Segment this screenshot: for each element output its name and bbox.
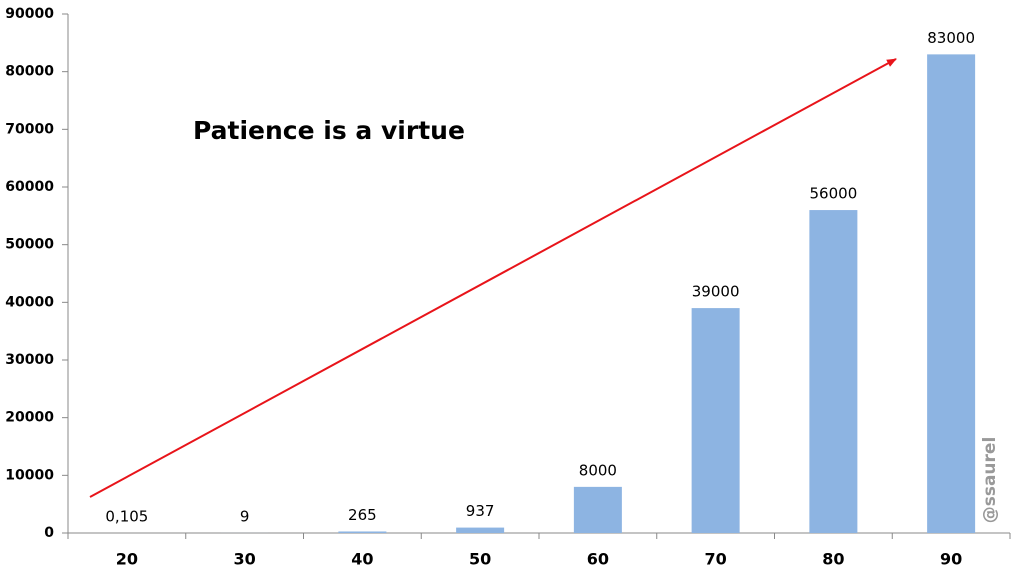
annotation: Patience is a virtue <box>193 116 465 145</box>
y-tick-label: 50000 <box>5 237 54 253</box>
watermark: @ssaurel <box>980 437 1000 524</box>
value-label: 56000 <box>810 185 858 203</box>
value-label: 265 <box>348 506 377 524</box>
x-tick-label: 70 <box>704 550 726 569</box>
x-tick-label: 20 <box>116 550 138 569</box>
y-tick-label: 80000 <box>5 64 54 80</box>
y-tick-label: 60000 <box>5 179 54 195</box>
x-tick-label: 50 <box>469 550 491 569</box>
bar <box>691 308 740 533</box>
bar <box>573 486 622 533</box>
x-tick-label: 30 <box>233 550 255 569</box>
y-tick-label: 30000 <box>5 352 54 368</box>
y-tick-label: 70000 <box>5 121 54 137</box>
y-tick-label: 90000 <box>5 6 54 22</box>
x-tick-label: 60 <box>587 550 609 569</box>
value-label: 83000 <box>927 29 975 47</box>
y-tick-label: 40000 <box>5 294 54 310</box>
x-tick-label: 80 <box>822 550 844 569</box>
value-label: 0,105 <box>105 507 148 525</box>
value-label: 8000 <box>579 461 617 479</box>
value-label: 9 <box>240 507 250 525</box>
bar <box>809 210 858 534</box>
y-tick-label: 0 <box>44 525 54 541</box>
value-label: 937 <box>466 502 495 520</box>
y-tick-label: 10000 <box>5 467 54 483</box>
bar <box>338 531 387 533</box>
bar <box>456 527 505 533</box>
y-tick-label: 20000 <box>5 410 54 426</box>
trend-arrow <box>89 58 897 498</box>
value-label: 39000 <box>692 283 740 301</box>
x-tick-label: 40 <box>351 550 373 569</box>
x-tick-label: 90 <box>940 550 962 569</box>
bar <box>927 54 976 533</box>
